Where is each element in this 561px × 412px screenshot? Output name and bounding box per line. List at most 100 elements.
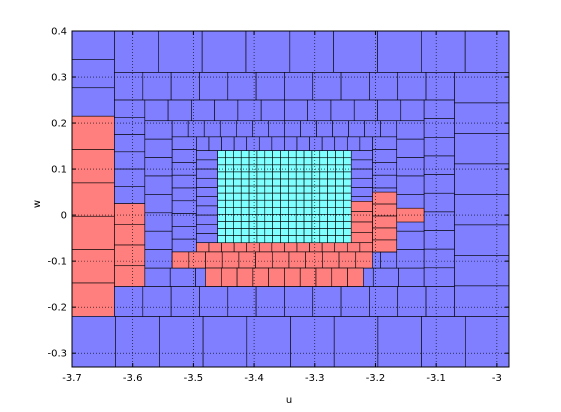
cell-cyan (327, 207, 336, 215)
cell-cyan (256, 235, 266, 244)
cell-cyan (217, 150, 226, 159)
cell-cyan (225, 192, 234, 201)
cell-cyan (335, 150, 344, 159)
cell-cyan (272, 235, 281, 244)
cell-cyan (311, 228, 321, 236)
cell-cyan (225, 185, 234, 194)
cell-blue (400, 99, 425, 122)
cell-cyan (319, 185, 328, 194)
y-tick-label: -0.2 (47, 303, 67, 314)
cell-blue (196, 214, 218, 225)
cell-cyan (233, 207, 242, 215)
cell-blue (255, 286, 285, 317)
cell-cyan (272, 157, 281, 166)
cell-cyan (248, 207, 258, 215)
x-tick-label: -3.6 (123, 373, 143, 384)
cell-blue (170, 286, 200, 317)
cell-cyan (280, 185, 289, 194)
cell-blue (377, 99, 402, 122)
cell-red (350, 221, 373, 233)
cell-blue (255, 72, 285, 101)
cell-blue (396, 249, 425, 269)
cell-blue (114, 168, 146, 187)
cell-cyan (319, 199, 328, 208)
cell-cyan (319, 164, 328, 173)
cell-blue (454, 163, 510, 195)
cell-cyan (303, 150, 313, 159)
cell-red (288, 251, 306, 269)
cell-cyan (311, 178, 321, 187)
cell-cyan (280, 228, 289, 236)
cell-blue (144, 157, 173, 177)
cell-cyan (288, 228, 297, 236)
cell-blue (348, 120, 365, 138)
cell-cyan (280, 171, 289, 180)
cell-red (299, 267, 317, 287)
cell-cyan (280, 235, 289, 244)
cell-red (334, 242, 348, 253)
cell-cyan (240, 192, 250, 201)
cell-cyan (272, 207, 281, 215)
cell-red (71, 215, 115, 250)
cell-cyan (295, 185, 305, 194)
cell-blue (233, 136, 248, 151)
cell-blue (237, 99, 262, 122)
cell-cyan (311, 164, 321, 173)
cell-cyan (264, 164, 273, 173)
cell-blue (196, 196, 218, 207)
cell-blue (144, 249, 173, 269)
cell-red (296, 242, 310, 253)
cell-cyan (335, 199, 344, 208)
cell-red (305, 251, 323, 269)
cell-blue (425, 286, 455, 317)
cell-cyan (303, 214, 313, 222)
cell-cyan (256, 157, 266, 166)
cell-blue (312, 286, 342, 317)
cell-layer (71, 30, 510, 368)
cell-blue (245, 30, 291, 73)
cell-cyan (240, 185, 250, 194)
cell-cyan (327, 157, 336, 166)
cell-cyan (248, 185, 258, 194)
cell-red (71, 149, 115, 184)
cell-red (255, 251, 273, 269)
cell-cyan (311, 150, 321, 159)
cell-cyan (288, 171, 297, 180)
cell-red (246, 242, 260, 253)
cell-cyan (288, 185, 297, 194)
cell-cyan (248, 214, 258, 222)
cell-cyan (256, 192, 266, 201)
cell-cyan (311, 157, 321, 166)
cell-red (196, 242, 210, 253)
cell-blue (196, 205, 218, 216)
cell-cyan (335, 207, 344, 215)
cell-blue (144, 267, 171, 287)
cell-cyan (335, 171, 344, 180)
cell-cyan (343, 178, 352, 187)
cell-blue (171, 226, 197, 240)
cell-blue (201, 30, 247, 73)
cell-red (372, 215, 398, 229)
cell-cyan (343, 214, 352, 222)
cell-blue (284, 99, 308, 122)
cell-blue (144, 99, 169, 122)
cell-blue (284, 136, 298, 151)
cell-blue (171, 200, 197, 214)
cell-blue (369, 72, 399, 101)
cell-cyan (264, 178, 273, 187)
cell-red (372, 239, 398, 253)
cell-blue (171, 149, 197, 163)
cell-cyan (225, 228, 234, 236)
cell-cyan (288, 207, 297, 215)
cell-cyan (248, 150, 258, 159)
cell-cyan (240, 214, 250, 222)
y-tick-label: 0.4 (51, 27, 67, 38)
cell-cyan (280, 221, 289, 229)
cell-blue (380, 120, 398, 138)
cell-cyan (233, 150, 242, 159)
cell-cyan (248, 199, 258, 208)
cell-cyan (225, 207, 234, 215)
cell-cyan (319, 235, 328, 244)
cell-red (205, 251, 223, 269)
cell-cyan (233, 178, 242, 187)
